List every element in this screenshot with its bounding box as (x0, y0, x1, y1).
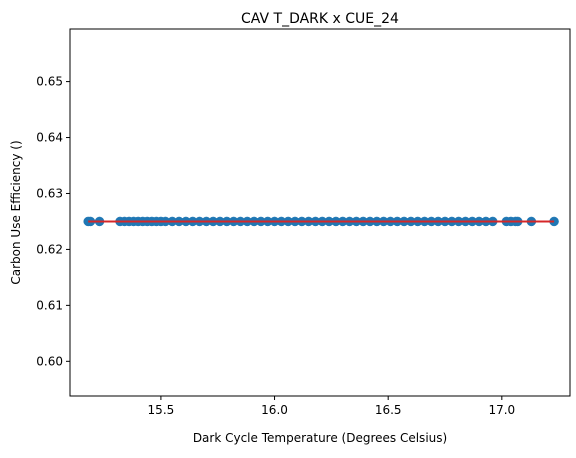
x-tick-label: 16.5 (375, 403, 402, 417)
x-tick-label: 17.0 (488, 403, 515, 417)
y-tick-label: 0.61 (36, 298, 63, 312)
y-tick-label: 0.65 (36, 75, 63, 89)
x-tick-label: 15.5 (148, 403, 175, 417)
y-tick-label: 0.60 (36, 354, 63, 368)
plot-area (83, 216, 559, 227)
x-tick-label: 16.0 (261, 403, 288, 417)
y-tick-label: 0.64 (36, 131, 63, 145)
y-tick-label: 0.62 (36, 242, 63, 256)
x-axis-label: Dark Cycle Temperature (Degrees Celsius) (193, 431, 447, 445)
y-tick-label: 0.63 (36, 186, 63, 200)
y-axis-label: Carbon Use Efficiency () (9, 140, 23, 284)
y-axis-ticks: 0.60 0.61 0.62 0.63 0.64 0.65 (36, 75, 70, 368)
chart-title: CAV T_DARK x CUE_24 (241, 11, 399, 27)
plot-frame (69, 28, 571, 397)
x-axis-ticks: 15.5 16.0 16.5 17.0 (148, 396, 515, 417)
